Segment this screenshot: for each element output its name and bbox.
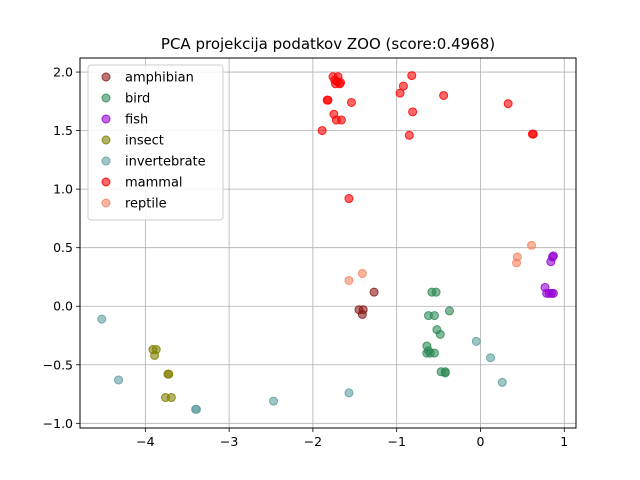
y-tick-label: −0.5: [43, 357, 73, 372]
y-tick-label: 0.0: [53, 299, 73, 314]
series-fish: [540, 251, 558, 298]
data-point: [317, 126, 327, 136]
x-tick-label: −1: [387, 434, 405, 449]
data-point: [97, 314, 107, 324]
axis-ticks: −4 −3 −2 −1 0 1 −1.0 −0.5 0.0 0.5 1.0 1.5 2.0: [43, 65, 569, 449]
x-tick-label: 0: [477, 434, 485, 449]
data-point: [407, 71, 417, 81]
data-point: [166, 393, 176, 403]
legend-label: invertebrate: [125, 155, 206, 170]
y-tick-label: −1.0: [43, 416, 73, 431]
x-tick-label: −3: [220, 434, 238, 449]
data-point: [429, 311, 439, 321]
data-point: [408, 107, 418, 117]
legend: amphibian bird fish insect invertebrate mamma…: [87, 64, 224, 221]
legend-marker: [101, 93, 111, 103]
series-insect: [148, 345, 176, 403]
legend-marker: [101, 156, 111, 166]
y-tick-label: 1.0: [53, 182, 73, 197]
data-point: [164, 369, 174, 379]
data-point: [150, 350, 160, 360]
data-point: [527, 240, 537, 250]
data-point: [395, 88, 405, 98]
legend-label: insect: [125, 134, 164, 149]
series-amphibian: [354, 287, 379, 319]
data-point: [191, 404, 201, 414]
legend-marker: [101, 198, 111, 208]
data-point: [369, 287, 379, 297]
data-point: [346, 97, 356, 107]
data-point: [357, 268, 367, 278]
x-tick-label: −2: [304, 434, 322, 449]
data-point: [398, 81, 408, 91]
data-point: [344, 275, 354, 285]
data-point: [357, 309, 367, 319]
data-point: [344, 388, 354, 398]
data-point: [528, 129, 538, 139]
data-point: [439, 90, 449, 100]
data-point: [503, 99, 513, 109]
data-point: [335, 79, 345, 89]
series-reptile: [344, 240, 537, 285]
data-point: [336, 115, 346, 125]
data-point: [344, 194, 354, 204]
data-point: [323, 95, 333, 105]
data-point: [471, 336, 481, 346]
legend-marker: [101, 177, 111, 187]
data-point: [548, 288, 558, 298]
legend-label: amphibian: [125, 71, 194, 86]
legend-box: [87, 64, 224, 221]
data-point: [429, 348, 439, 358]
legend-label: fish: [125, 113, 148, 128]
chart-title: PCA projekcija podatkov ZOO (score:0.496…: [161, 35, 495, 53]
data-point: [444, 306, 454, 316]
legend-label: reptile: [125, 197, 167, 212]
y-tick-label: 2.0: [53, 65, 73, 80]
data-point: [486, 353, 496, 363]
legend-marker: [101, 135, 111, 145]
x-tick-label: 1: [560, 434, 568, 449]
series-invertebrate: [97, 314, 507, 414]
x-tick-label: −4: [136, 434, 154, 449]
data-point: [431, 287, 441, 297]
data-point: [269, 396, 279, 406]
legend-marker: [101, 114, 111, 124]
plot-frame: [79, 57, 577, 429]
legend-label: bird: [125, 92, 150, 107]
data-point: [114, 375, 124, 385]
data-point: [497, 377, 507, 387]
data-point: [440, 368, 450, 378]
data-points: [97, 71, 558, 414]
data-point: [548, 251, 558, 261]
data-point: [404, 130, 414, 140]
data-point: [435, 329, 445, 339]
y-tick-label: 0.5: [53, 240, 73, 255]
legend-marker: [101, 72, 111, 82]
data-point: [512, 252, 522, 262]
y-tick-label: 1.5: [53, 123, 73, 138]
series-bird: [422, 287, 454, 378]
series-mammal: [317, 71, 538, 204]
legend-label: mammal: [125, 176, 183, 191]
